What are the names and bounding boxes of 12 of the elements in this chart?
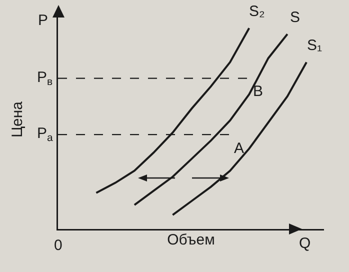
text: P$_{в}$: [37, 69, 54, 88]
text: P$_{a}$: [37, 125, 54, 144]
series-label: S: [290, 9, 300, 26]
annotation: A: [234, 140, 244, 157]
text: Q: [299, 235, 311, 252]
x-axis-title: Объем: [167, 231, 215, 248]
text: P: [38, 12, 48, 29]
series-label: S₂: [249, 3, 266, 20]
series-label: S₁: [307, 37, 322, 54]
annotation: B: [253, 83, 264, 100]
y-axis-title: Цена: [8, 100, 26, 138]
text: 0: [54, 237, 62, 254]
